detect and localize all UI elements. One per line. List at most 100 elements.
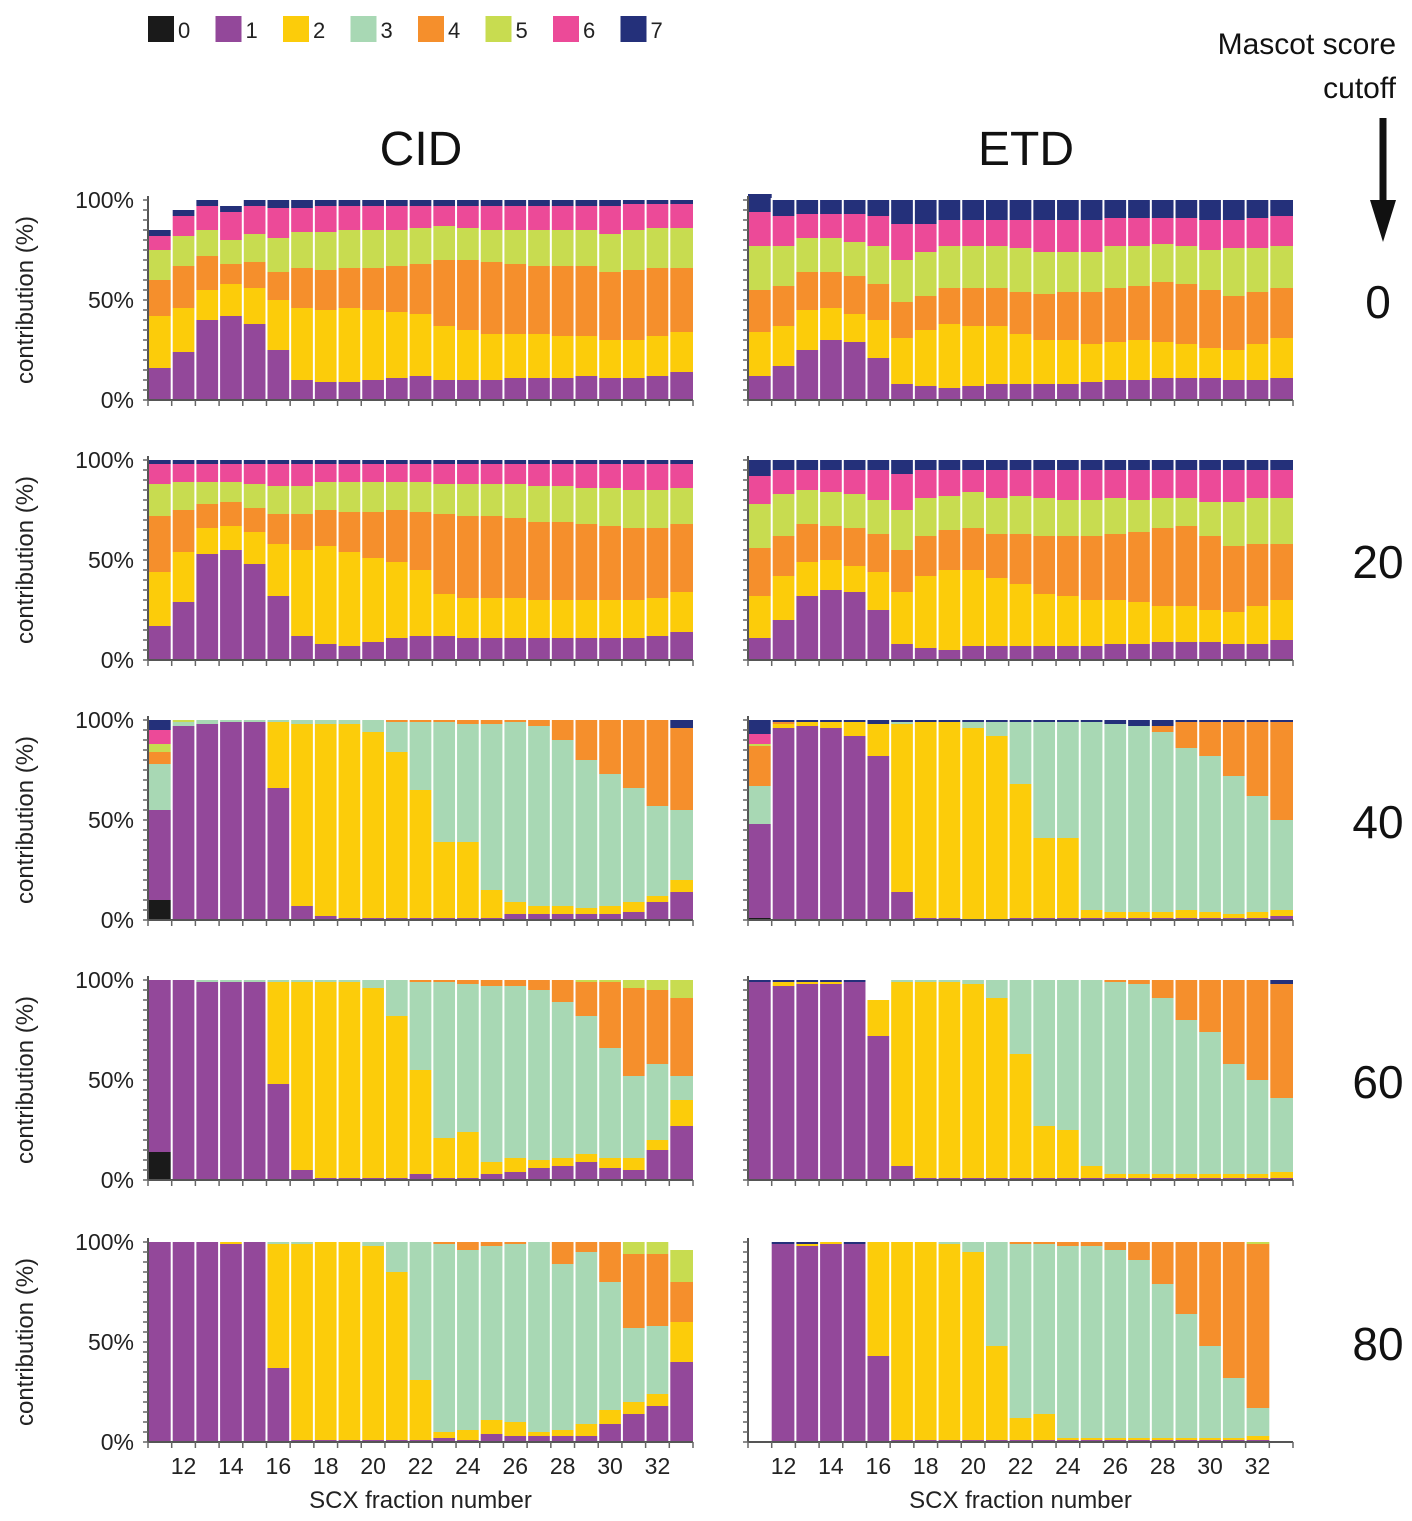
bar-fraction-33 [668,978,693,1180]
bar-segment-score-1 [937,388,962,400]
bar-segment-score-6 [598,206,622,234]
bar-segment-score-4 [479,1242,504,1246]
bar-segment-score-2 [795,982,820,984]
bar-segment-score-7 [819,720,843,722]
bar-segment-score-1 [937,650,962,660]
panel-etd-cutoff-60: 60 [743,976,1404,1186]
bar-segment-score-4 [527,720,551,726]
bar-segment-score-2 [1174,1174,1199,1178]
bar-segment-score-7 [1079,460,1104,470]
bar-segment-score-6 [937,220,962,246]
bar-segment-score-4 [984,288,1009,326]
bar-segment-score-4 [313,270,338,310]
bar-segment-score-3 [961,1242,985,1252]
bar-fraction-17 [289,198,314,400]
bar-segment-score-1 [171,352,196,400]
bar-fraction-31 [1220,1240,1246,1442]
bar-segment-score-7 [795,720,820,722]
bar-fraction-22 [407,718,433,920]
bar-segment-score-1 [819,590,843,660]
bar-fraction-12 [170,458,196,660]
bar-segment-score-7 [1150,200,1175,218]
bar-segment-score-5 [266,238,291,272]
cutoff-label-80: 80 [1352,1318,1403,1370]
bar-segment-score-5 [795,490,820,524]
bar-segment-score-2 [527,906,551,914]
bar-segment-score-2 [313,310,338,382]
bar-segment-score-7 [242,200,267,206]
bar-segment-score-1 [527,1436,551,1442]
bar-segment-score-3 [1198,756,1222,912]
bar-fraction-24 [455,198,480,400]
bar-segment-score-3 [1127,984,1151,1174]
bar-segment-score-7 [1008,720,1033,722]
bar-fraction-22 [407,198,433,400]
bar-segment-score-2 [1008,1418,1033,1440]
bar-segment-score-4 [1150,980,1175,998]
bar-segment-score-4 [550,266,575,336]
bar-segment-score-7 [550,460,575,464]
bar-segment-score-4 [432,514,457,594]
bar-segment-score-6 [337,464,362,482]
bar-fraction-15 [241,458,267,660]
bar-fraction-23 [1031,718,1057,920]
bar-segment-score-4 [1103,980,1128,982]
bar-fraction-17 [889,978,914,1180]
y-tick-label: 100% [75,447,134,473]
bar-fraction-25 [1078,198,1104,400]
bar-segment-score-7 [1079,200,1104,220]
bar-segment-score-3 [527,726,551,906]
bar-segment-score-2 [479,1162,504,1174]
bar-segment-score-3 [503,722,528,902]
bar-fraction-24 [1055,1240,1080,1442]
bar-segment-score-2 [1079,1438,1104,1440]
bar-fraction-15 [841,198,867,400]
bar-segment-score-6 [984,220,1009,246]
bar-segment-score-6 [148,464,172,484]
bar-fraction-16 [865,718,891,920]
bar-segment-score-3 [1245,796,1270,912]
bar-segment-score-7 [890,460,914,474]
bar-fraction-17 [289,458,314,660]
bar-fraction-11 [148,230,172,400]
bar-fraction-15 [241,718,267,920]
bar-segment-score-6 [842,214,867,242]
bar-fraction-29 [1173,458,1199,660]
bar-fraction-23 [1031,458,1057,660]
bar-segment-score-3 [313,980,338,982]
y-tick-label: 50% [88,1329,134,1355]
bar-segment-score-3 [290,1242,314,1244]
bar-segment-score-2 [408,790,433,918]
bar-segment-score-4 [456,1242,480,1250]
bar-segment-score-2 [503,1422,528,1436]
bar-segment-score-6 [645,204,670,228]
bar-segment-score-7 [795,1242,820,1244]
y-axis-label: contribution (%) [12,996,39,1164]
bar-segment-score-7 [266,460,291,464]
bar-segment-score-3 [503,986,528,1158]
legend-entry-4: 4 [418,16,460,43]
bar-segment-score-4 [645,528,670,598]
bar-segment-score-2 [1269,1172,1293,1178]
bar-segment-score-6 [361,464,385,482]
bar-fraction-29 [1173,198,1199,400]
bar-fraction-24 [455,718,480,920]
bar-segment-score-2 [550,906,575,914]
bar-segment-score-2 [621,600,646,638]
bar-segment-score-2 [1150,1438,1175,1440]
bar-segment-score-7 [171,460,196,464]
bar-segment-score-7 [313,460,338,464]
bar-fraction-21 [983,1240,1009,1442]
bar-segment-score-2 [384,752,409,918]
bar-segment-score-2 [598,600,622,638]
bar-segment-score-1 [748,376,772,400]
bar-segment-score-5 [432,226,457,260]
bar-fraction-11 [148,980,172,1180]
bar-fraction-22 [407,458,433,660]
bar-segment-score-5 [1103,498,1128,534]
bar-segment-score-3 [574,1252,599,1424]
bar-segment-score-2 [890,338,914,384]
bar-segment-score-2 [913,982,938,1178]
bar-fraction-29 [573,458,599,660]
bar-segment-score-7 [1174,200,1199,218]
